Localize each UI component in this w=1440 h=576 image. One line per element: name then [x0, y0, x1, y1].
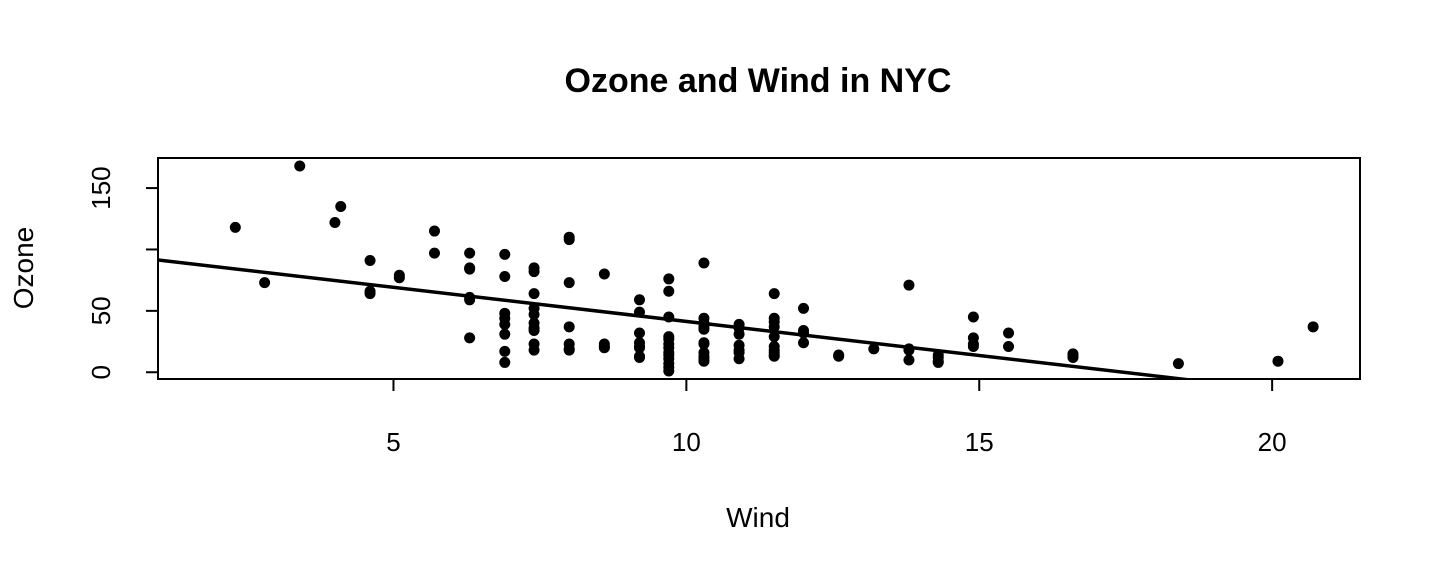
y-tick-label-0: 0 [86, 365, 116, 379]
data-point-7 [364, 288, 376, 300]
data-point-39 [563, 321, 575, 333]
data-point-38 [563, 277, 575, 289]
data-point-68 [698, 257, 710, 269]
data-point-78 [698, 355, 710, 367]
data-point-115 [1003, 327, 1015, 339]
data-point-43 [598, 268, 610, 280]
data-point-54 [634, 352, 646, 364]
data-point-27 [528, 266, 540, 278]
data-point-18 [499, 248, 511, 260]
data-point-98 [798, 327, 810, 339]
data-point-42 [563, 344, 575, 356]
data-point-24 [499, 345, 511, 357]
data-point-67 [663, 365, 675, 377]
data-point-120 [1172, 358, 1184, 370]
data-point-28 [528, 288, 540, 300]
data-point-101 [833, 350, 845, 362]
data-point-114 [967, 340, 979, 352]
data-point-111 [967, 311, 979, 323]
data-point-1 [259, 277, 271, 289]
data-point-49 [634, 327, 646, 339]
data-point-95 [768, 350, 780, 362]
y-axis: 0 50 150 [86, 166, 158, 379]
data-point-116 [1003, 340, 1015, 352]
data-point-11 [428, 247, 440, 259]
data-point-86 [768, 288, 780, 300]
plot-frame [157, 157, 1361, 380]
data-point-72 [698, 323, 710, 335]
data-point-30 [528, 309, 540, 321]
data-point-48 [634, 306, 646, 318]
data-point-105 [903, 344, 915, 356]
data-point-110 [932, 356, 944, 368]
x-tick-label-3: 20 [1258, 427, 1287, 457]
data-point-103 [903, 279, 915, 291]
x-tick-label-2: 15 [965, 427, 994, 457]
x-tick-label-1: 10 [672, 427, 701, 457]
data-point-10 [428, 225, 440, 237]
data-point-52 [634, 342, 646, 354]
data-point-74 [698, 338, 710, 350]
data-point-17 [464, 332, 476, 344]
data-point-46 [598, 342, 610, 354]
data-point-57 [663, 311, 675, 323]
data-point-85 [733, 353, 745, 365]
data-point-106 [903, 354, 915, 366]
data-point-9 [393, 272, 405, 284]
data-points [229, 160, 1319, 377]
data-point-22 [499, 318, 511, 330]
data-point-0 [229, 221, 241, 233]
y-tick-label-3: 150 [86, 166, 116, 209]
data-point-99 [798, 337, 810, 349]
data-point-55 [663, 273, 675, 285]
data-point-102 [868, 343, 880, 355]
x-axis-label: Wind [726, 502, 790, 533]
data-point-35 [528, 344, 540, 356]
data-point-47 [634, 294, 646, 306]
data-point-33 [528, 325, 540, 337]
data-point-119 [1067, 352, 1079, 364]
data-point-2 [294, 160, 306, 172]
y-tick-label-1: 50 [86, 296, 116, 325]
data-point-81 [733, 328, 745, 340]
data-point-96 [798, 302, 810, 314]
data-point-4 [335, 200, 347, 212]
data-point-14 [464, 263, 476, 275]
data-point-25 [499, 356, 511, 368]
y-axis-label: Ozone [8, 227, 39, 310]
data-point-3 [329, 216, 341, 228]
data-point-89 [768, 321, 780, 333]
x-axis: 5 10 15 20 [386, 379, 1287, 457]
data-point-23 [499, 328, 511, 340]
data-point-90 [768, 331, 780, 343]
data-point-12 [464, 247, 476, 259]
data-point-122 [1307, 321, 1319, 333]
data-point-5 [364, 255, 376, 267]
chart-title: Ozone and Wind in NYC [565, 62, 952, 100]
regression-line [158, 258, 1197, 379]
data-point-16 [464, 294, 476, 306]
x-tick-label-0: 5 [386, 427, 400, 457]
data-point-19 [499, 270, 511, 282]
data-point-56 [663, 285, 675, 297]
data-point-37 [563, 234, 575, 246]
data-point-121 [1272, 355, 1284, 367]
